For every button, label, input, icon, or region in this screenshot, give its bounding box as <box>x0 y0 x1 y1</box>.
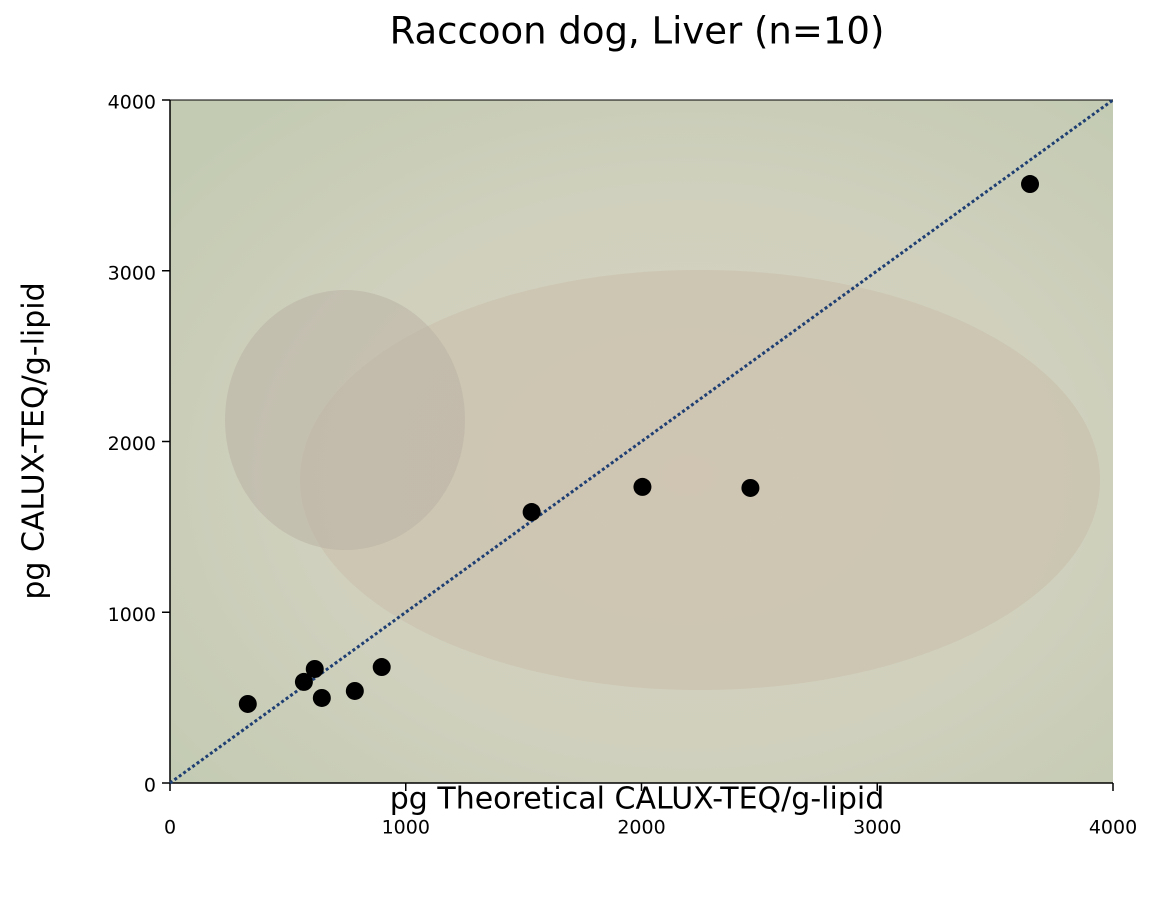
x-tick-label: 0 <box>164 817 176 839</box>
y-tick-label: 4000 <box>108 92 156 114</box>
chart: Raccoon dog, Liver (n=10) pg Theoretical… <box>0 0 1154 903</box>
y-tick-label: 3000 <box>108 262 156 284</box>
y-axis-label: pg CALUX-TEQ/g-lipid <box>17 282 52 599</box>
x-axis-label: pg Theoretical CALUX-TEQ/g-lipid <box>390 782 885 817</box>
scatter-point <box>523 503 541 521</box>
background-photo-shape <box>225 290 465 550</box>
scatter-point <box>313 689 331 707</box>
scatter-point <box>373 658 391 676</box>
y-tick-label: 0 <box>144 775 156 797</box>
x-tick-label: 4000 <box>1089 817 1137 839</box>
scatter-point <box>346 682 364 700</box>
y-tick-label: 1000 <box>108 604 156 626</box>
chart-title: Raccoon dog, Liver (n=10) <box>390 10 885 53</box>
page: {"chart_data": {"type": "scatter", "titl… <box>0 0 1154 903</box>
scatter-point <box>239 695 257 713</box>
x-tick-label: 2000 <box>617 817 665 839</box>
y-tick-label: 2000 <box>108 433 156 455</box>
x-tick-label: 1000 <box>382 817 430 839</box>
scatter-point <box>633 478 651 496</box>
x-tick-label: 3000 <box>853 817 901 839</box>
scatter-point <box>306 660 324 678</box>
scatter-point <box>741 479 759 497</box>
scatter-point <box>1021 175 1039 193</box>
